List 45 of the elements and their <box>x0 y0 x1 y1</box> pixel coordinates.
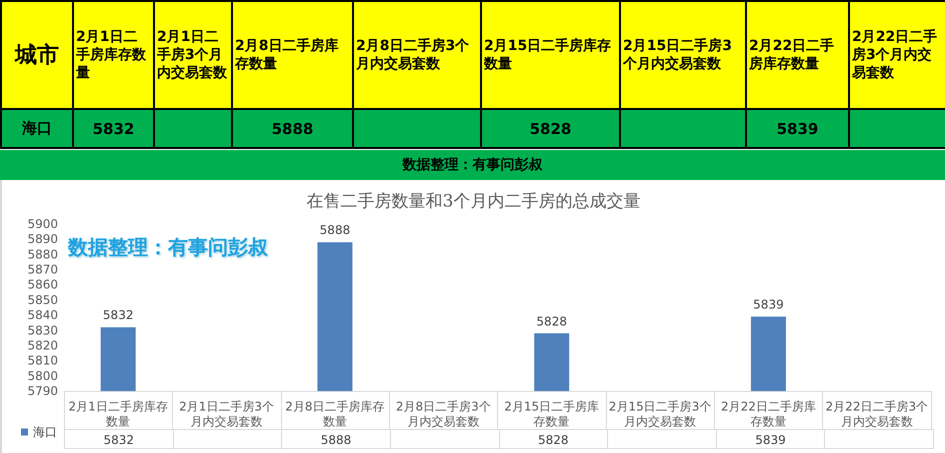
y-axis-title: 城市 <box>1 1 73 109</box>
y-tick-label: 5790 <box>27 384 58 398</box>
x-tick-label: 2月1日二手房库存数量 <box>68 400 168 428</box>
y-tick-label: 5880 <box>27 247 58 262</box>
data-label: 5832 <box>73 109 154 148</box>
x-tick-label: 2月1日二手房库存数量 <box>73 1 154 109</box>
text: 5839 <box>716 429 824 449</box>
x-tick-label: 2月1日二手房3个月内交易套数 <box>179 400 274 428</box>
y-tick-label: 5850 <box>27 292 58 307</box>
y-tick-label: 5890 <box>27 232 58 246</box>
x-tick-label: 2月8日二手房库存数量 <box>285 400 385 428</box>
x-tick-label: 2月1日二手房3个月内交易套数 <box>154 1 232 109</box>
y-tick-label: 5870 <box>27 262 58 277</box>
x-tick-label: 2月15日二手房库存数量 <box>504 400 600 428</box>
data-label: 5839 <box>753 298 784 312</box>
data-label: 5888 <box>320 223 350 238</box>
x-tick-label: 2月22日二手房库存数量 <box>720 400 816 428</box>
x-tick-label: 2月15日二手房3个月内交易套数 <box>608 400 712 428</box>
x-tick-label: 2月8日二手房库存数量 <box>232 1 353 109</box>
text: 5888 <box>281 429 390 449</box>
text: 5828 <box>498 429 608 449</box>
y-tick-label: 5800 <box>27 368 58 383</box>
data-label: 5828 <box>481 109 620 148</box>
x-tick-label: 2月22日二手房库存数量 <box>746 1 849 109</box>
data-label: 5839 <box>746 109 849 148</box>
y-tick-label: 5860 <box>27 278 58 292</box>
annotation: 数据整理：有事问彭叔 <box>68 234 268 261</box>
x-tick-label: 2月15日二手房3个月内交易套数 <box>620 1 746 109</box>
caption-banner: 数据整理：有事问彭叔 <box>0 150 945 180</box>
x-tick-label: 2月15日二手房库存数量 <box>481 1 620 109</box>
x-tick-label: 2月8日二手房3个月内交易套数 <box>396 400 491 428</box>
y-tick-label: 5840 <box>27 308 58 322</box>
y-tick-label: 5830 <box>27 323 58 338</box>
data-label: 5888 <box>232 109 353 148</box>
y-tick-label: 5900 <box>27 217 58 231</box>
y-tick-label: 5820 <box>27 338 58 352</box>
x-tick-label: 2月22日二手房3个月内交易套数 <box>849 1 945 109</box>
text: 5832 <box>64 429 173 449</box>
chart-title: 在售二手房数量和3个月内二手房的总成交量 <box>306 192 640 212</box>
data-label: 5832 <box>102 308 134 322</box>
y-tick-label: 5810 <box>27 354 58 368</box>
x-tick-label: 2月8日二手房3个月内交易套数 <box>353 1 481 109</box>
data-label: 5828 <box>536 314 567 328</box>
y-tick-label: 海口 <box>1 109 73 148</box>
x-tick-label: 2月22日二手房3个月内交易套数 <box>826 400 928 428</box>
